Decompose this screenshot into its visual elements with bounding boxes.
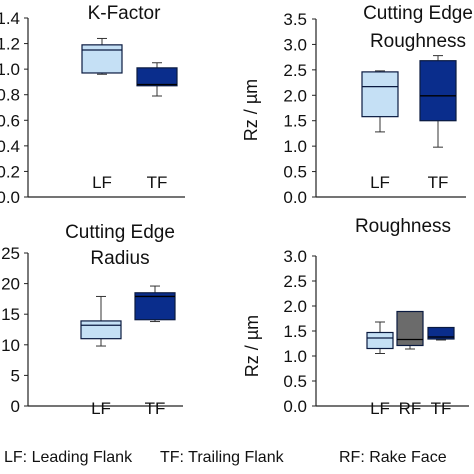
panel-3-y-tick-label: 5 (11, 366, 20, 385)
panel-3-box-lf (80, 320, 122, 340)
panel-1-y-tick-label: 1.2 (0, 35, 20, 54)
panel-1-category-label-tf: TF (147, 173, 168, 192)
panel-3-y-tick-label: 15 (1, 305, 20, 324)
panel-3-title-line: Radius (90, 248, 149, 269)
panel-4-y-axis-label: Rz / µm (242, 315, 262, 377)
panel-2-category-label-lf: LF (370, 173, 390, 192)
panel-2-y-tick-label: 3.0 (283, 35, 307, 54)
panel-2-y-tick-label: 2.5 (283, 61, 307, 80)
panel-4-y-tick-label: 1.0 (283, 347, 307, 366)
panel-3-title-line: Cutting Edge (65, 222, 175, 243)
panel-4-y-tick-label: 0.5 (283, 372, 307, 391)
panel-3-y-tick-label: 0 (11, 397, 20, 416)
panel-2-y-tick-label: 2.0 (283, 86, 307, 105)
panel-3-y-tick-label: 20 (1, 275, 20, 294)
panel-2-title-line: Cutting Edge (363, 3, 473, 24)
panel-3-category-label-lf: LF (91, 399, 111, 418)
panel-1-y-tick-label: 0.6 (0, 111, 20, 130)
panel-2-box-tf (419, 60, 457, 122)
panel-2-title-line: Roughness (370, 31, 466, 52)
panel-1-y-tick-label: 0.0 (0, 188, 20, 207)
panel-1-box-tf (136, 67, 178, 87)
panel-4-box-rf (396, 310, 424, 347)
panel-1-title-line: K-Factor (88, 3, 162, 24)
panel-2-y-tick-label: 1.5 (283, 112, 307, 131)
panel-1-y-tick-label: 0.2 (0, 162, 20, 181)
panel-2-category-label-tf: TF (428, 173, 449, 192)
panel-1-y-tick-label: 1.0 (0, 60, 20, 79)
panel-1-category-label-lf: LF (92, 173, 112, 192)
panel-2-box-lf (361, 71, 399, 118)
panel-1-y-tick-label: 0.8 (0, 86, 20, 105)
panel-4-y-tick-label: 2.5 (283, 272, 307, 291)
panel-3-y-tick-label: 10 (1, 336, 20, 355)
panel-4-title-line: Roughness (355, 216, 451, 237)
panel-2-y-tick-label: 3.5 (283, 10, 307, 29)
panel-4-category-label-lf: LF (370, 399, 390, 418)
legend-leading-flank: LF: Leading Flank (4, 449, 133, 466)
panel-4-box-tf (427, 326, 455, 340)
panel-1-y-tick-label: 1.4 (0, 9, 20, 28)
panel-3-category-label-tf: TF (145, 399, 166, 418)
panel-4-y-tick-label: 2.0 (283, 297, 307, 316)
panel-2-y-tick-label: 0.5 (283, 163, 307, 182)
panel-1-box-lf (81, 44, 123, 74)
panel-4-y-tick-label: 0.0 (283, 397, 307, 416)
panel-4-category-label-rf: RF (399, 399, 422, 418)
panel-4-y-tick-label: 3.0 (283, 247, 307, 266)
panel-2-y-tick-label: 1.0 (283, 137, 307, 156)
panel-2-y-tick-label: 0.0 (283, 188, 307, 207)
panel-3-y-tick-label: 25 (1, 244, 20, 263)
panel-4-box-lf (366, 331, 394, 350)
panel-4-y-tick-label: 1.5 (283, 322, 307, 341)
panel-4-category-label-tf: TF (431, 399, 452, 418)
legend-rake-face: RF: Rake Face (339, 449, 447, 466)
panel-3-box-tf (134, 292, 176, 321)
panel-2-y-axis-label: Rz / µm (241, 79, 261, 141)
panel-1-y-tick-label: 0.4 (0, 137, 20, 156)
legend-trailing-flank: TF: Trailing Flank (160, 449, 285, 466)
